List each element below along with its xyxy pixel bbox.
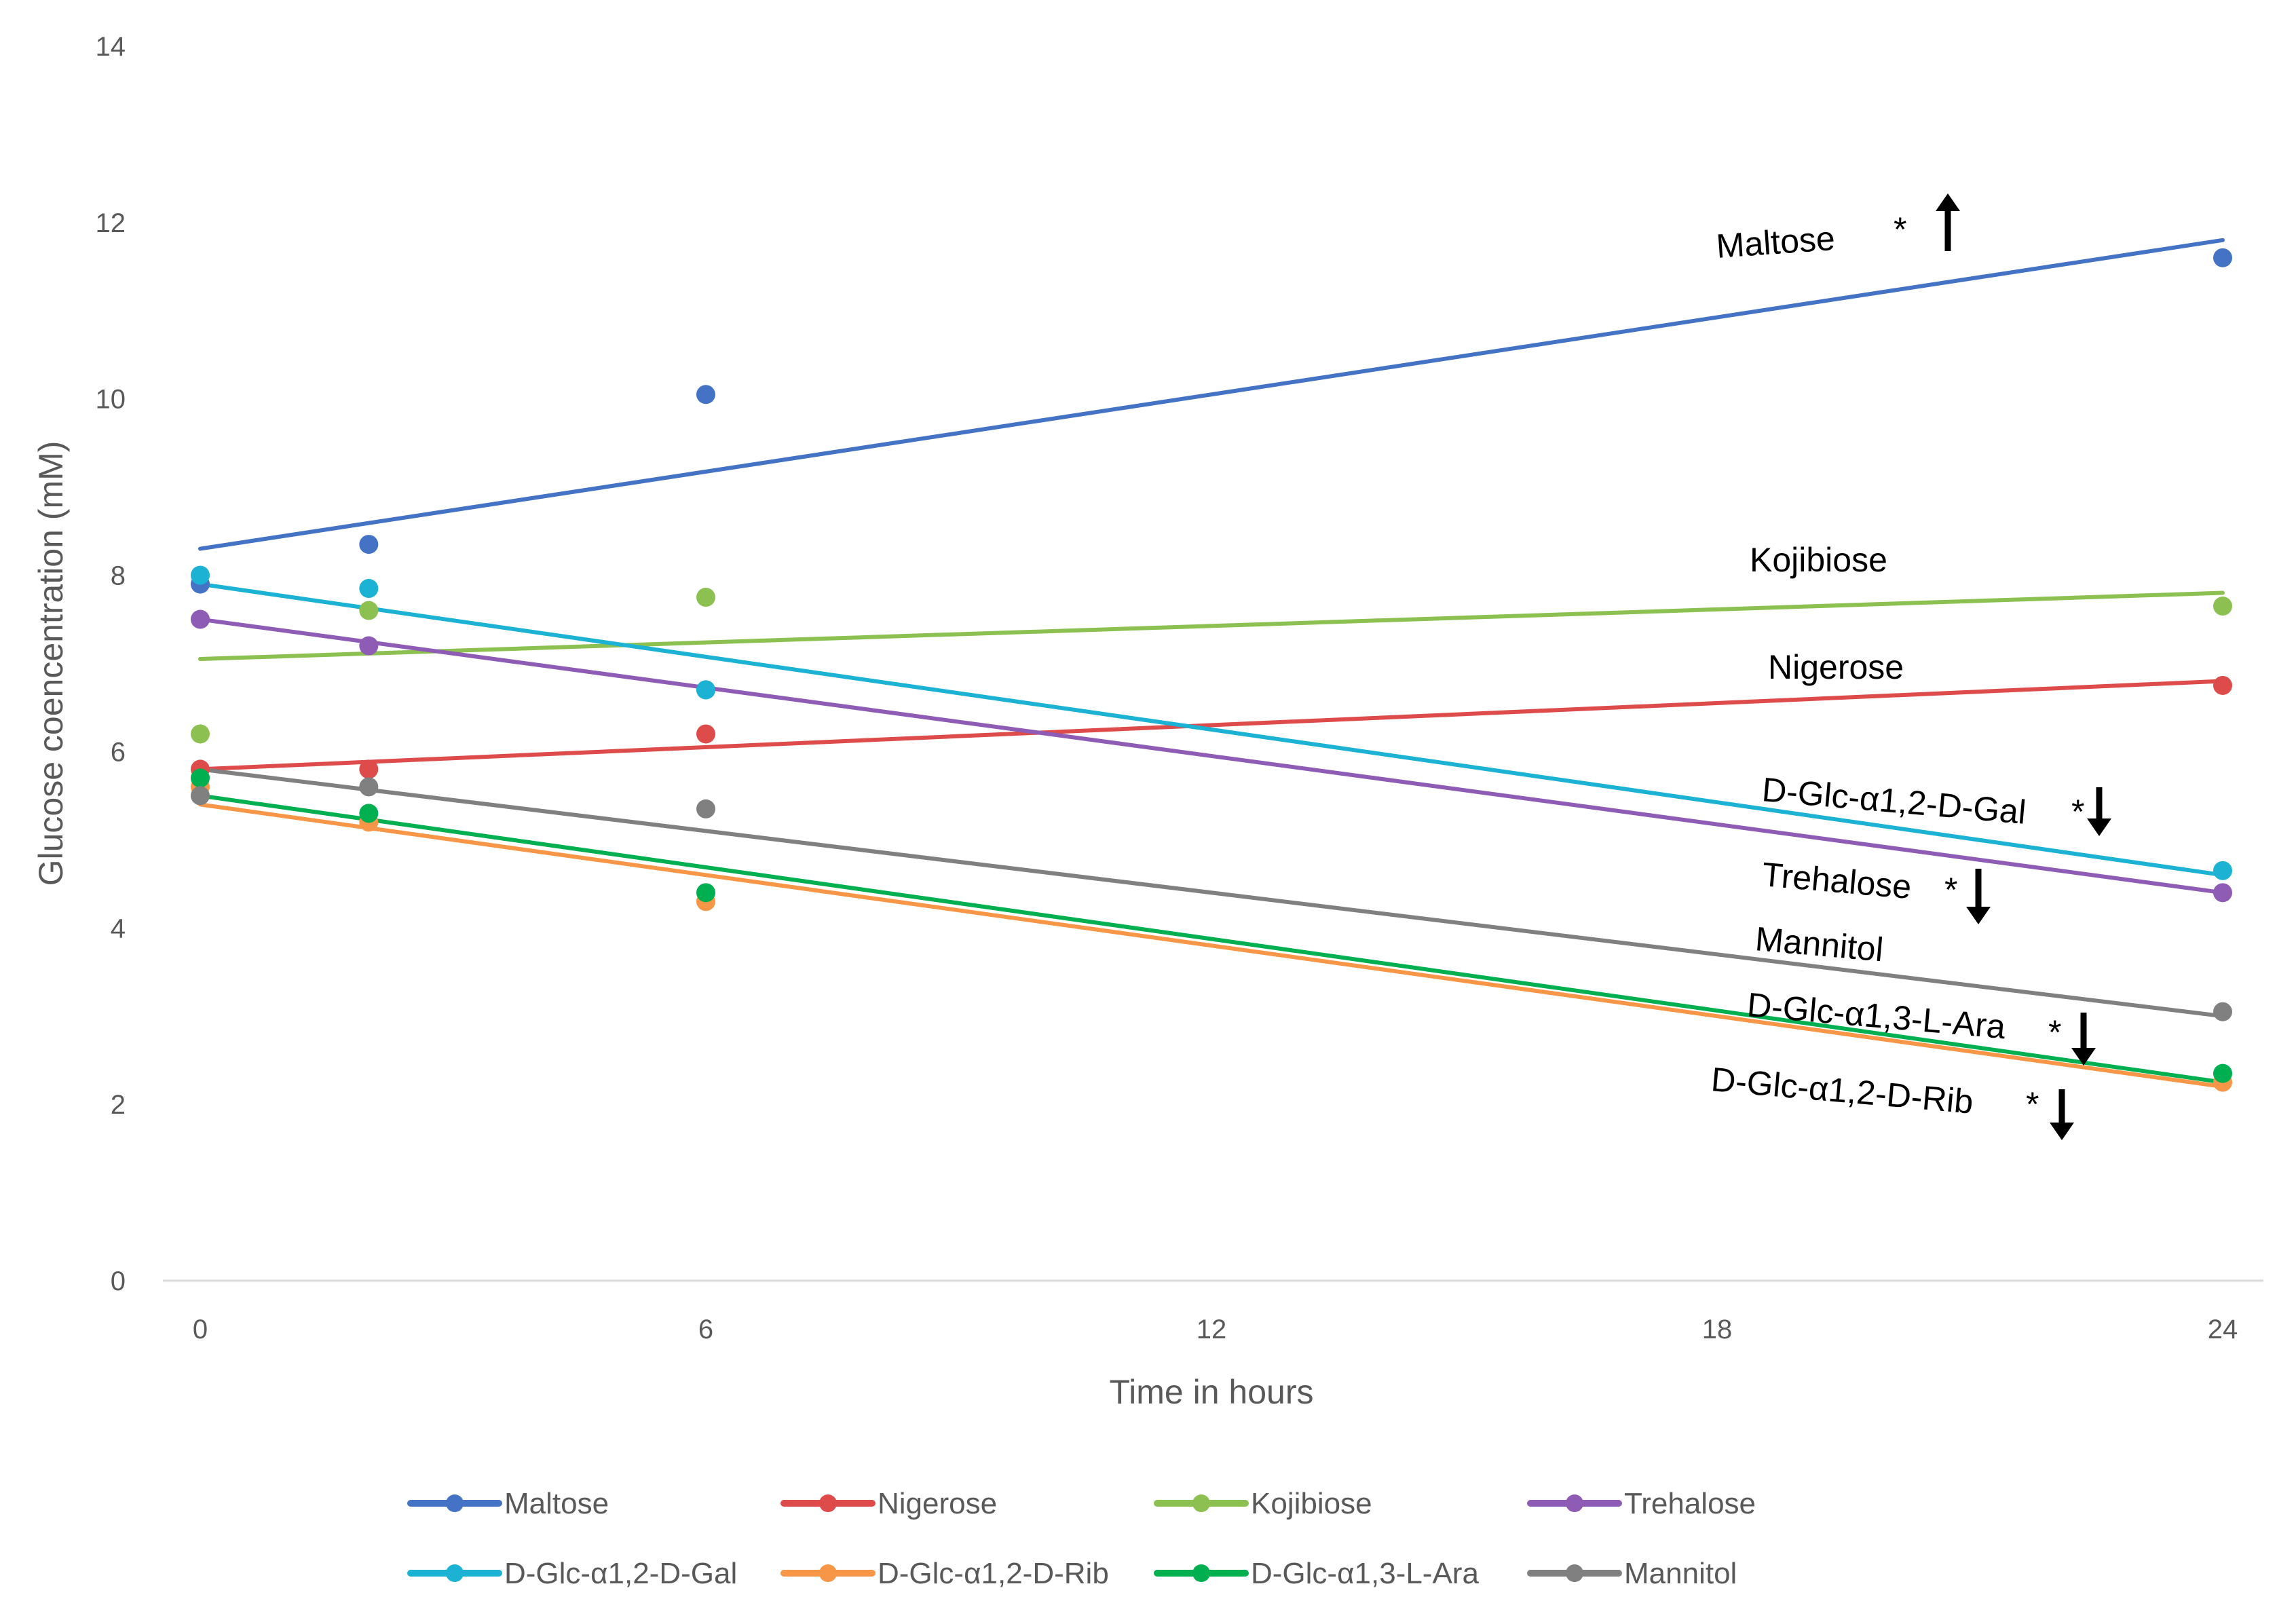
y-tick-label: 10: [96, 385, 126, 415]
data-point: [2213, 861, 2232, 880]
trendline-2: [198, 590, 2225, 662]
legend-item: D-Glc-α1,2-D-Gal: [407, 1557, 737, 1590]
x-tick-label: 24: [2208, 1315, 2238, 1344]
data-point: [359, 636, 379, 656]
legend-item: Trehalose: [1527, 1487, 1756, 1520]
arrow-head: [2050, 1123, 2074, 1140]
series-annotation: Maltose: [1715, 219, 1837, 265]
legend-label: Maltose: [504, 1487, 609, 1520]
y-tick-label: 2: [111, 1090, 126, 1120]
legend-item: D-Glc-α1,3-L-Ara: [1154, 1557, 1479, 1590]
trendlines: [198, 238, 2225, 1089]
arrow-down-icon: [2087, 787, 2111, 836]
data-point: [2213, 597, 2232, 616]
x-tick-label: 18: [1702, 1315, 1733, 1344]
significance-star: *: [2048, 1013, 2061, 1051]
trendline-4: [198, 582, 2225, 878]
arrow-head: [1936, 193, 1960, 211]
trendline-6: [198, 793, 2225, 1085]
data-point: [2213, 883, 2232, 903]
legend-label: Mannitol: [1624, 1557, 1737, 1590]
data-point: [696, 588, 715, 607]
x-tick-label: 0: [193, 1315, 208, 1344]
legend-marker: [446, 1494, 464, 1512]
trendline-5: [198, 802, 2225, 1089]
data-point: [191, 609, 210, 629]
legend-marker: [1566, 1564, 1583, 1582]
legend-marker: [1192, 1564, 1210, 1582]
data-point: [696, 385, 715, 404]
significance-star: *: [1944, 871, 1957, 909]
arrow-down-icon: [2050, 1089, 2074, 1140]
arrow-head: [2071, 1048, 2096, 1066]
data-point: [359, 601, 379, 620]
trendline-3: [198, 617, 2225, 895]
arrow-head: [2087, 818, 2111, 836]
y-axis-title: Glucose coencentration (mM): [32, 441, 70, 886]
significance-star: *: [1894, 210, 1906, 248]
data-point: [359, 759, 379, 779]
legend-label: Kojibiose: [1251, 1487, 1372, 1520]
data-point: [191, 786, 210, 806]
legend-item: Kojibiose: [1154, 1487, 1372, 1520]
legend-item: D-Glc-α1,2-D-Rib: [780, 1557, 1109, 1590]
data-point: [191, 724, 210, 744]
trendline-0: [198, 238, 2225, 551]
data-point: [2213, 1002, 2232, 1021]
data-point: [359, 535, 379, 554]
legend-label: D-Glc-α1,3-L-Ara: [1251, 1557, 1479, 1590]
data-point: [696, 724, 715, 744]
data-point: [359, 777, 379, 797]
legend-label: Nigerose: [878, 1487, 997, 1520]
legend-marker: [819, 1494, 837, 1512]
legend-item: Nigerose: [780, 1487, 997, 1520]
data-point: [359, 579, 379, 599]
y-tick-label: 14: [96, 32, 126, 62]
data-point: [2213, 248, 2232, 267]
legend-label: D-Glc-α1,2-D-Gal: [504, 1557, 737, 1590]
legend-marker: [1566, 1494, 1583, 1512]
data-point: [696, 883, 715, 903]
legend-marker: [819, 1564, 837, 1582]
data-points: [191, 248, 2232, 1092]
trendline-1: [198, 679, 2225, 772]
x-tick-label: 6: [698, 1315, 713, 1344]
significance-star: *: [2026, 1085, 2039, 1123]
arrow-down-icon: [2071, 1013, 2096, 1066]
legend: Maltose Nigerose Kojibiose Trehalose D-Glc-α…: [407, 1487, 1756, 1590]
legend-marker: [446, 1564, 464, 1582]
y-tick-label: 12: [96, 208, 126, 238]
y-tick-label: 0: [111, 1266, 126, 1296]
legend-marker: [1192, 1494, 1210, 1512]
series-annotation: Kojibiose: [1750, 541, 1887, 579]
series-annotation: Nigerose: [1768, 648, 1904, 686]
arrow-down-icon: [1966, 869, 1991, 924]
legend-label: D-Glc-α1,2-D-Rib: [878, 1557, 1109, 1590]
arrow-head: [1966, 907, 1991, 924]
legend-item: Mannitol: [1527, 1557, 1737, 1590]
y-tick-label: 8: [111, 561, 126, 591]
significance-star: *: [2071, 793, 2084, 831]
y-tick-label: 4: [111, 913, 126, 943]
data-point: [191, 565, 210, 585]
data-point: [2213, 675, 2232, 695]
data-point: [696, 680, 715, 700]
data-point: [359, 804, 379, 823]
data-point: [191, 768, 210, 788]
arrow-up-icon: [1936, 193, 1960, 251]
data-point: [2213, 1063, 2232, 1083]
x-axis-title: Time in hours: [1109, 1373, 1313, 1411]
legend-label: Trehalose: [1624, 1487, 1756, 1520]
y-tick-label: 6: [111, 737, 126, 767]
x-tick-label: 12: [1197, 1315, 1227, 1344]
trendline-7: [198, 767, 2225, 1019]
data-point: [696, 799, 715, 818]
legend-item: Maltose: [407, 1487, 609, 1520]
